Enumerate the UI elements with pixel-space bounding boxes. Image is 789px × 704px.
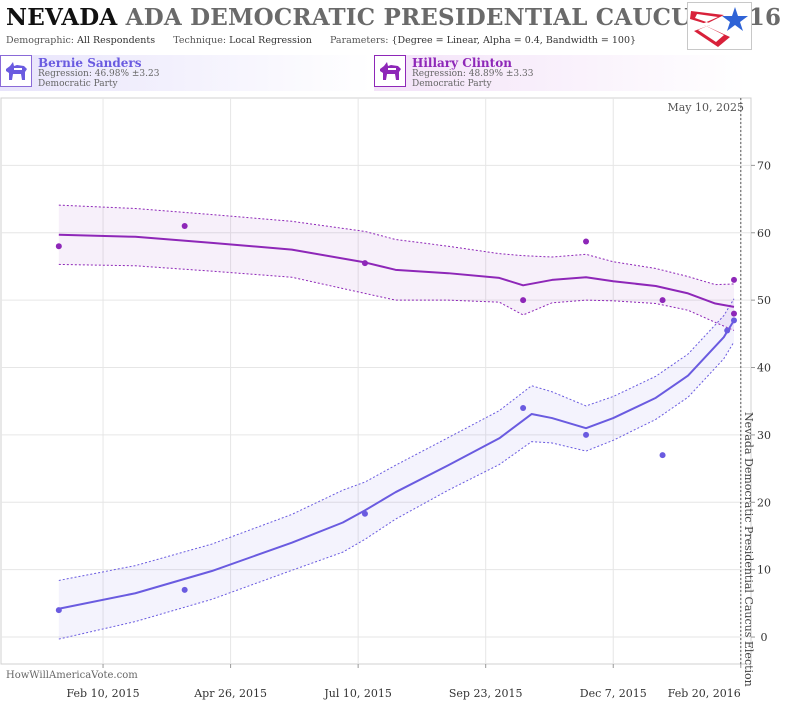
y-tick-label: 0 bbox=[761, 631, 768, 644]
candidate-card-sanders[interactable]: Bernie Sanders Regression: 46.98% ±3.23 … bbox=[0, 55, 372, 91]
grid-lines bbox=[1, 98, 751, 664]
y-axis: 0 10 20 30 40 50 60 70 bbox=[751, 159, 771, 644]
y-tick-label: 10 bbox=[757, 564, 771, 577]
candidate-party: Democratic Party bbox=[38, 79, 118, 89]
poll-point[interactable] bbox=[730, 317, 737, 324]
poll-point[interactable] bbox=[361, 260, 368, 267]
page-title: NEVADA ADA DEMOCRATIC PRESIDENTIAL CAUCU… bbox=[6, 4, 781, 31]
poll-point[interactable] bbox=[520, 404, 527, 411]
y-tick-label: 50 bbox=[757, 294, 771, 307]
candidate-party: Democratic Party bbox=[412, 79, 492, 89]
band-upper-line bbox=[58, 298, 735, 581]
band-lower-line bbox=[58, 263, 735, 331]
poll-point[interactable] bbox=[724, 327, 731, 334]
technique-value: Local Regression bbox=[229, 35, 312, 46]
star-flag-logo-icon[interactable] bbox=[687, 2, 752, 50]
x-tick-label: Apr 26, 2015 bbox=[193, 687, 267, 700]
confidence-bands bbox=[58, 204, 735, 640]
plot-frame bbox=[0, 97, 752, 665]
poll-point[interactable] bbox=[583, 238, 590, 245]
y-tick-label: 70 bbox=[757, 159, 771, 172]
trend-lines bbox=[58, 233, 735, 610]
parameters-label: Parameters: bbox=[329, 35, 389, 46]
election-label: Nevada Democratic Presidential Caucus El… bbox=[742, 412, 755, 687]
poll-point[interactable] bbox=[583, 431, 590, 438]
band-lower-line bbox=[58, 341, 735, 640]
donkey-icon bbox=[374, 55, 406, 87]
trend-line-1 bbox=[58, 233, 735, 308]
poll-point[interactable] bbox=[181, 586, 188, 593]
y-tick-label: 60 bbox=[757, 227, 771, 240]
band-upper-line bbox=[58, 204, 735, 286]
poll-point[interactable] bbox=[361, 510, 368, 517]
parameters-line: Demographic: All Respondents Technique: … bbox=[6, 35, 636, 46]
candidate-regression: Regression: 48.89% ±3.33 bbox=[412, 69, 534, 79]
logo-graphic bbox=[690, 7, 748, 47]
poll-point[interactable] bbox=[520, 297, 527, 304]
x-tick-label: Feb 10, 2015 bbox=[67, 687, 140, 700]
current-date-label: May 10, 2025 bbox=[667, 101, 744, 114]
poll-point[interactable] bbox=[730, 276, 737, 283]
x-tick-label: Feb 20, 2016 bbox=[668, 687, 741, 700]
demographic-label: Demographic: bbox=[6, 35, 75, 46]
x-tick-label: Sep 23, 2015 bbox=[449, 687, 523, 700]
poll-point[interactable] bbox=[55, 607, 62, 614]
y-tick-label: 30 bbox=[757, 429, 771, 442]
candidate-name: Bernie Sanders bbox=[38, 56, 142, 70]
poll-points bbox=[55, 223, 737, 614]
x-axis: Feb 10, 2015 Apr 26, 2015 Jul 10, 2015 Sep … bbox=[67, 664, 742, 700]
x-tick-label: Dec 7, 2015 bbox=[580, 687, 647, 700]
watermark-text: HowWillAmericaVote.com bbox=[6, 670, 138, 681]
x-tick-label: Jul 10, 2015 bbox=[323, 687, 392, 700]
technique-label: Technique: bbox=[173, 35, 227, 46]
demographic-value: All Respondents bbox=[77, 35, 156, 46]
poll-point[interactable] bbox=[55, 243, 62, 250]
candidate-card-clinton[interactable]: Hillary Clinton Regression: 48.89% ±3.33… bbox=[374, 55, 746, 91]
confidence-band-1 bbox=[58, 205, 734, 331]
poll-point[interactable] bbox=[730, 310, 737, 317]
y-tick-label: 40 bbox=[757, 362, 771, 375]
parameters-value: {Degree = Linear, Alpha = 0.4, Bandwidth… bbox=[391, 35, 637, 46]
title-state: NEVADA bbox=[6, 4, 118, 31]
poll-point[interactable] bbox=[659, 452, 666, 459]
title-rest: ADA DEMOCRATIC PRESIDENTIAL CAUCUS 2016 bbox=[125, 4, 782, 31]
poll-point[interactable] bbox=[659, 297, 666, 304]
poll-point[interactable] bbox=[181, 223, 188, 230]
confidence-band-0 bbox=[58, 298, 734, 640]
trend-line-0 bbox=[58, 319, 735, 610]
y-tick-label: 20 bbox=[757, 496, 771, 509]
donkey-icon bbox=[0, 55, 32, 87]
candidate-name: Hillary Clinton bbox=[412, 56, 512, 70]
candidate-regression: Regression: 46.98% ±3.23 bbox=[38, 69, 160, 79]
